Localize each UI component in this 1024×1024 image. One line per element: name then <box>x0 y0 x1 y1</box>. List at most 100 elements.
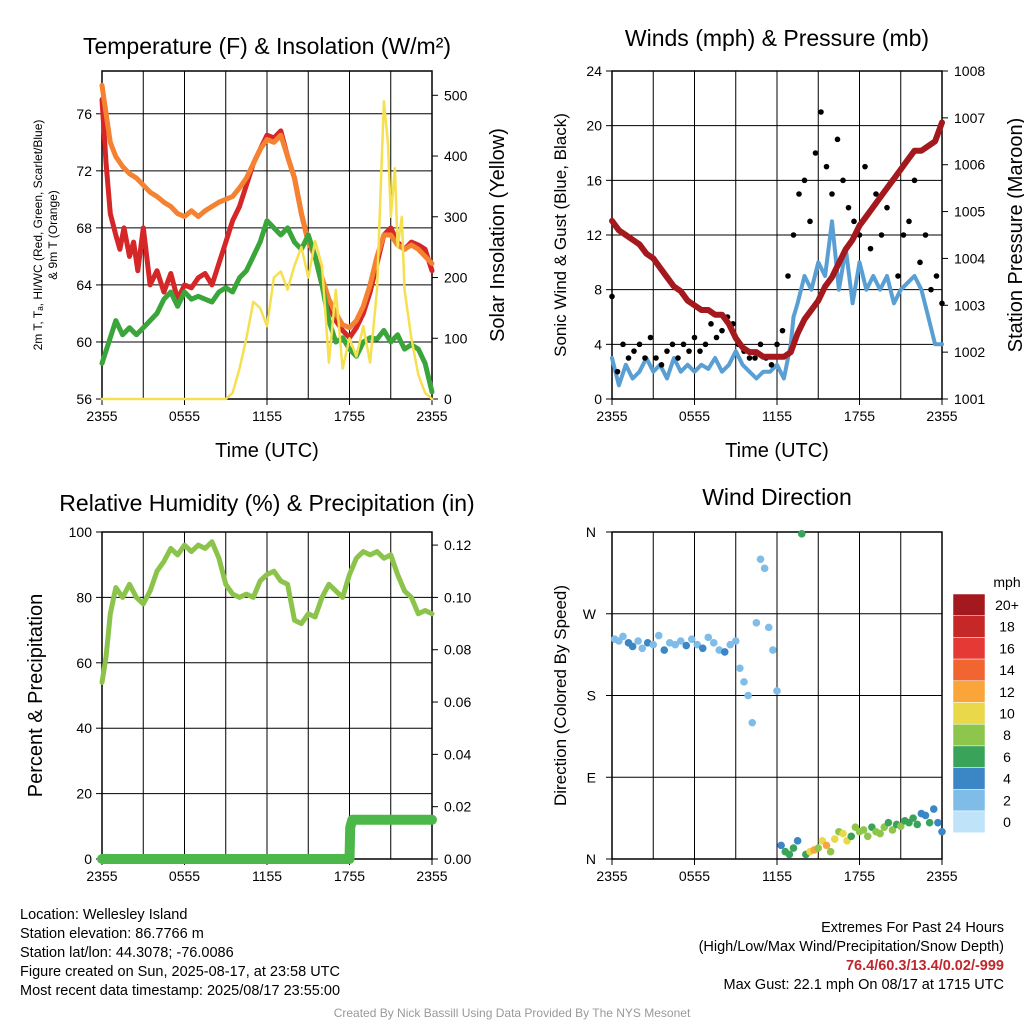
direction-point <box>760 564 769 573</box>
y-axis-label: 2m T, Tₐ, HI/WC (Red, Green, Scarlet/Blu… <box>31 120 60 351</box>
colorbar-label: 6 <box>1003 749 1011 765</box>
direction-point <box>847 832 856 841</box>
x-tick-label: 2355 <box>86 408 117 424</box>
y-tick-label: 80 <box>76 589 92 605</box>
gust-point <box>895 273 901 279</box>
extremes-subheading: (High/Low/Max Wind/Precipitation/Snow De… <box>698 939 1004 955</box>
x-tick-label: 2355 <box>596 868 627 884</box>
direction-point <box>693 640 702 649</box>
x-tick-label: 2355 <box>416 868 447 884</box>
x-tick-label: 2355 <box>416 408 447 424</box>
series-line-station-pressure <box>609 119 945 360</box>
gust-point <box>708 321 714 327</box>
x-tick-label: 2355 <box>86 868 117 884</box>
y-tick-label: 0 <box>594 391 602 407</box>
series-line-rh <box>99 539 435 685</box>
direction-point <box>764 623 773 632</box>
gust-point <box>768 362 775 368</box>
gust-point <box>867 245 874 252</box>
y2-tick-label: 400 <box>444 148 468 164</box>
x-tick-label: 1155 <box>762 868 792 884</box>
y-tick-label: 4 <box>594 336 602 352</box>
gust-point <box>653 355 659 361</box>
y-tick-label: W <box>583 606 597 622</box>
y-tick-label: 0 <box>84 851 92 867</box>
gust-point <box>845 204 852 211</box>
y-tick-label: 12 <box>586 227 602 243</box>
y-tick-label: E <box>587 769 596 785</box>
direction-point <box>698 644 707 653</box>
y-tick-label: 64 <box>76 277 92 293</box>
direction-point <box>769 646 777 654</box>
y-tick-label: N <box>586 851 596 867</box>
chart-title: Wind Direction <box>702 484 852 510</box>
gust-point <box>785 273 791 279</box>
colorbar-label: 20+ <box>995 597 1019 613</box>
max-gust-text: Max Gust: 22.1 mph On 08/17 at 1715 UTC <box>723 977 1004 993</box>
x-tick-label: 1155 <box>252 868 282 884</box>
direction-point <box>748 718 757 727</box>
colorbar-label: 4 <box>1003 771 1011 787</box>
x-tick-label: 0555 <box>679 408 710 424</box>
y2-tick-label: 0.02 <box>444 799 471 815</box>
y2-tick-label: 0.08 <box>444 642 471 658</box>
direction-point <box>938 827 946 836</box>
gust-point <box>829 191 835 197</box>
direction-point <box>660 646 669 654</box>
gust-point <box>625 355 632 361</box>
x-tick-label: 1155 <box>252 408 282 424</box>
y2-tick-label: 0.00 <box>444 851 471 867</box>
x-tick-label: 1755 <box>334 868 365 884</box>
gust-point <box>911 177 918 184</box>
colorbar-swatch <box>952 745 986 768</box>
y-tick-label: S <box>587 688 596 704</box>
gust-point <box>906 218 912 225</box>
y-tick-label: 16 <box>586 172 602 188</box>
y-tick-label: 8 <box>594 282 602 298</box>
gust-point <box>834 136 841 143</box>
direction-point <box>789 844 798 852</box>
x-tick-label: 0555 <box>169 868 200 884</box>
y2-tick-label: 1001 <box>954 391 985 407</box>
y2-tick-label: 0.12 <box>444 537 471 553</box>
direction-point <box>929 805 938 813</box>
y-tick-label: 72 <box>76 163 92 179</box>
direction-point <box>876 829 884 838</box>
y2-tick-label: 1004 <box>954 250 985 266</box>
y2-tick-label: 0.04 <box>444 746 471 762</box>
direction-point <box>793 837 802 845</box>
chart-title: Winds (mph) & Pressure (mb) <box>625 25 929 51</box>
y-axis-label: Direction (Colored By Speed) <box>551 585 570 806</box>
y2-tick-label: 1007 <box>954 110 985 126</box>
colorbar-swatch <box>952 723 986 747</box>
gust-point <box>774 341 780 348</box>
colorbar-swatch <box>952 767 986 790</box>
direction-point <box>785 850 794 859</box>
direction-point <box>814 844 823 852</box>
y2-tick-label: 1005 <box>954 204 985 220</box>
colorbar-unit: mph <box>993 574 1020 590</box>
direction-point <box>921 811 930 820</box>
y-axis-label: Sonic Wind & Gust (Blue, Black) <box>551 113 570 357</box>
credit-text: Created By Nick Bassill Using Data Provi… <box>333 1006 691 1020</box>
created-text: Figure created on Sun, 2025-08-17, at 23… <box>20 964 340 980</box>
gust-point <box>675 355 681 361</box>
y-tick-label: N <box>586 524 596 540</box>
x-tick-label: 1755 <box>334 408 365 424</box>
colorbar-label: 12 <box>999 684 1015 700</box>
y-tick-label: 60 <box>76 655 92 671</box>
gust-point <box>647 334 654 341</box>
direction-point <box>913 820 922 829</box>
direction-point <box>654 631 663 640</box>
direction-point <box>822 841 831 850</box>
direction-point <box>863 832 872 841</box>
gust-point <box>823 163 830 170</box>
gust-point <box>686 348 692 354</box>
winds-panel: Winds (mph) & Pressure (mb) Time (UTC) 235… <box>551 25 1024 462</box>
gust-point <box>922 232 929 238</box>
colorbar-label: 8 <box>1003 727 1011 743</box>
direction-point <box>826 847 835 856</box>
colorbar-label: 2 <box>1003 792 1011 808</box>
humidity-panel: Relative Humidity (%) & Precipitation (i… <box>25 490 475 884</box>
